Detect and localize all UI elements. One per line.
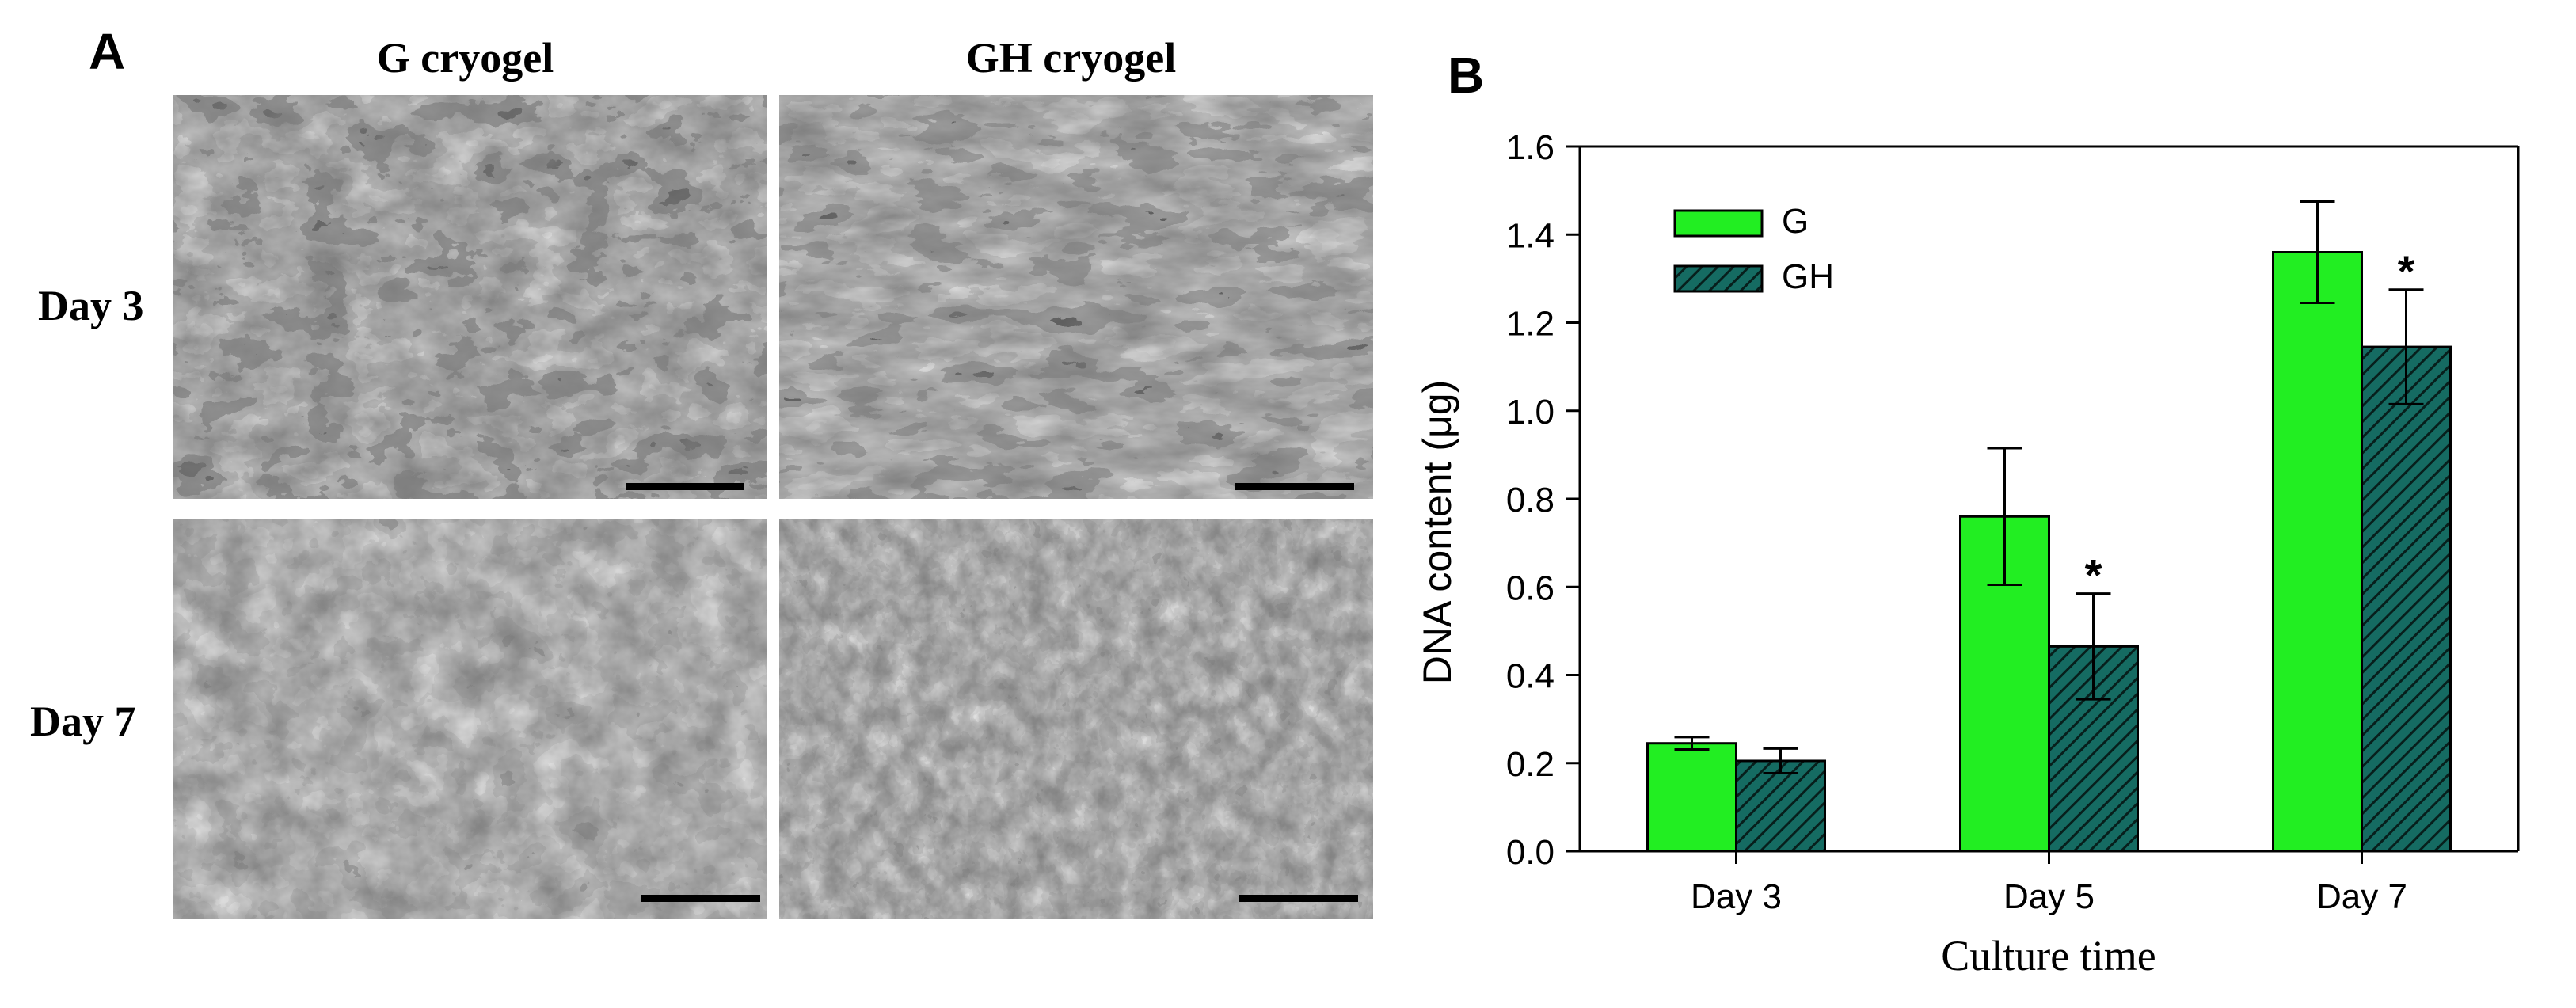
x-tick-label: Day 3	[1691, 877, 1782, 916]
panel-b-letter: B	[1448, 47, 1485, 104]
bar-g-day-3	[1646, 742, 1737, 853]
legend-label-g: G	[1782, 202, 1809, 241]
y-tick-label: 0.4	[1506, 657, 1554, 696]
row-label-day-7: Day 7	[30, 698, 136, 745]
y-tick-label: 0.6	[1506, 569, 1554, 607]
bar-gh-day-3	[1735, 759, 1826, 853]
scale-bar-gh-day7	[1239, 895, 1358, 902]
legend-label-gh: GH	[1782, 257, 1834, 296]
sem-image-gh-day3	[779, 95, 1373, 499]
bar-g-day-7	[2272, 251, 2363, 853]
y-tick-label: 0.0	[1506, 833, 1554, 872]
panel-a-letter: A	[89, 23, 126, 80]
bar-gh-day-7	[2361, 345, 2452, 853]
legend-swatch-g	[1673, 209, 1764, 238]
y-tick-label: 1.6	[1506, 128, 1554, 167]
sem-image-g-day3	[173, 95, 767, 499]
y-tick-label: 0.8	[1506, 481, 1554, 519]
y-tick-label: 1.4	[1506, 216, 1554, 255]
column-label-g-cryogel: G cryogel	[376, 34, 554, 82]
scale-bar-g-day7	[641, 895, 760, 902]
x-tick-label: Day 7	[2316, 877, 2407, 916]
y-tick-label: 1.0	[1506, 393, 1554, 432]
y-tick-label: 1.2	[1506, 305, 1554, 344]
dna-content-bar-chart: 0.0 0.2 0.4 0.6 0.8 1.0 1.2 1.4 1.6 Day 3 Day 5 * Da…	[1415, 128, 2520, 979]
sem-image-g-day7	[173, 519, 767, 919]
y-axis-label: DNA content (μg)	[1415, 380, 1459, 685]
legend-swatch-gh	[1673, 264, 1764, 293]
column-label-gh-cryogel: GH cryogel	[965, 34, 1177, 82]
sem-image-gh-day7	[779, 519, 1373, 919]
x-axis-label: Culture time	[1941, 932, 2156, 979]
scale-bar-gh-day3	[1235, 483, 1354, 490]
scale-bar-g-day3	[626, 483, 744, 490]
y-tick-label: 0.2	[1506, 745, 1554, 784]
significance-asterisk: *	[2398, 246, 2415, 296]
x-tick-label: Day 5	[2003, 877, 2095, 916]
row-label-day-3: Day 3	[38, 282, 144, 329]
significance-asterisk: *	[2085, 550, 2102, 600]
